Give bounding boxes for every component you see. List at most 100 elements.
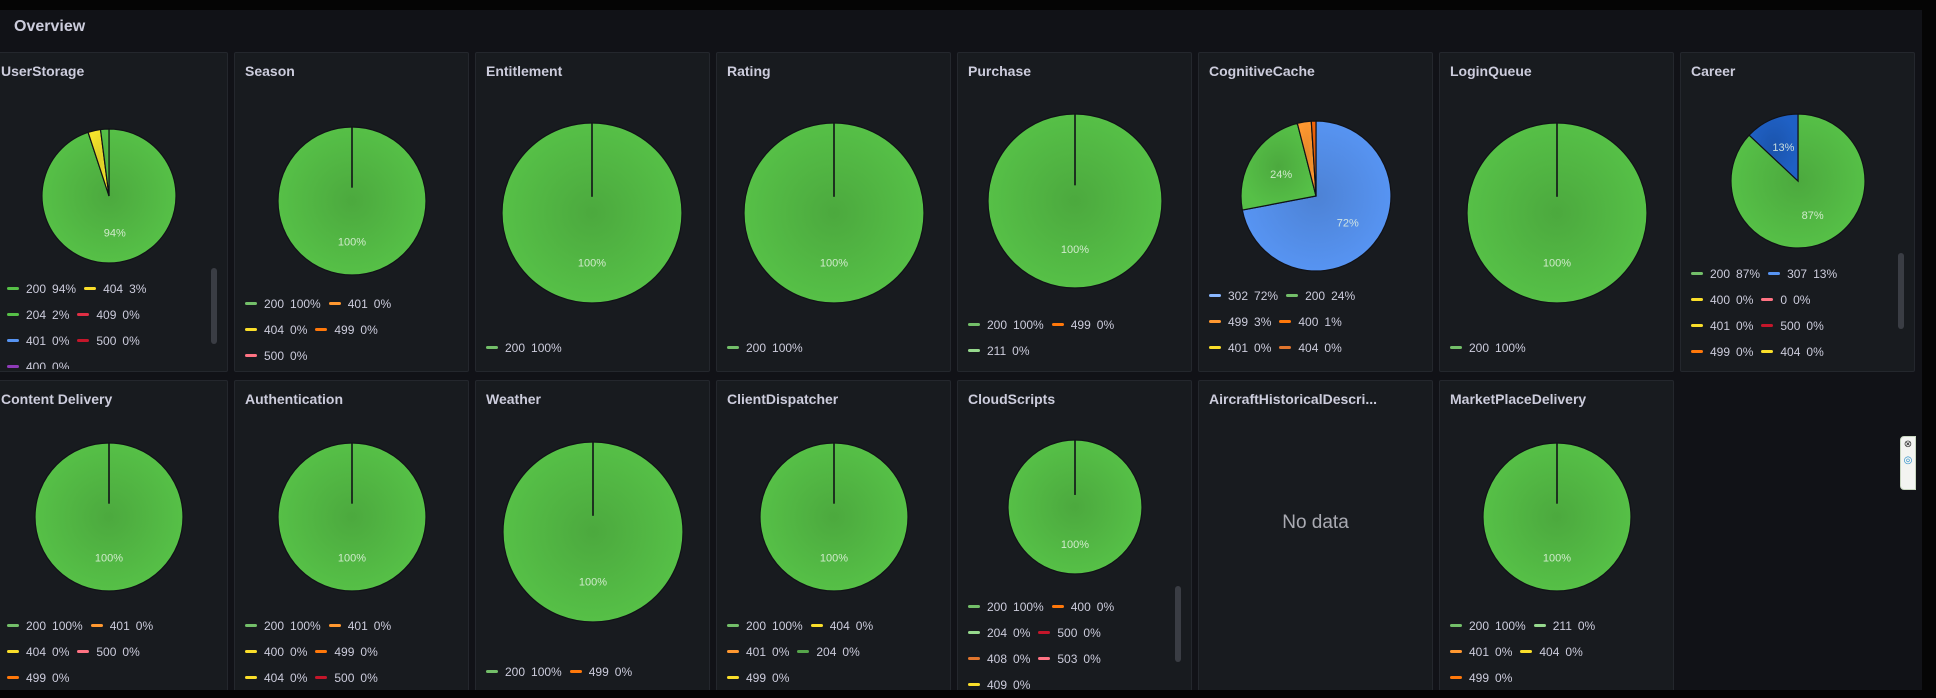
- legend-scrollbar[interactable]: [1898, 253, 1904, 329]
- pie-slice-200[interactable]: [1240, 122, 1317, 211]
- panel-loginqueue[interactable]: LoginQueue 100% 200 100%: [1439, 52, 1674, 372]
- close-icon[interactable]: ⊗: [1903, 439, 1913, 450]
- legend-item-409[interactable]: 409 0%: [77, 302, 140, 328]
- panel-title[interactable]: Purchase: [968, 63, 1032, 79]
- legend-item-401[interactable]: 401 0%: [90, 613, 153, 639]
- legend-item-404[interactable]: 404 0%: [1279, 335, 1342, 361]
- pie-chart[interactable]: 100%: [1440, 53, 1673, 371]
- panel-title[interactable]: Entitlement: [486, 63, 563, 79]
- legend-item-401[interactable]: 401 0%: [1450, 639, 1512, 665]
- legend-item-401[interactable]: 401 0%: [727, 639, 789, 665]
- panel-weather[interactable]: Weather 100% 200 100% 499 0%: [475, 380, 710, 690]
- pie-chart[interactable]: 72% 24%: [1199, 53, 1432, 371]
- legend-item-400[interactable]: 400 1%: [1279, 309, 1342, 335]
- row-title-overview[interactable]: Overview: [14, 18, 86, 35]
- panel-season[interactable]: Season 100% 200 100% 401 0% 404 0% 499 0% 500 0%: [234, 52, 469, 372]
- legend-item-500[interactable]: 500 0%: [1038, 620, 1101, 646]
- legend-item-404[interactable]: 404 0%: [7, 639, 69, 665]
- pie-chart[interactable]: 100%: [476, 381, 709, 690]
- pie-slice-302[interactable]: [1241, 120, 1392, 272]
- legend-item-200[interactable]: 200 100%: [727, 335, 803, 361]
- legend-item-200[interactable]: 200 100%: [968, 594, 1044, 620]
- legend-item-408[interactable]: 408 0%: [968, 646, 1030, 672]
- legend-item-200[interactable]: 200 100%: [727, 613, 803, 639]
- panel-clientdispatcher[interactable]: ClientDispatcher 100% 200 100% 404 0% 401 0% 204…: [716, 380, 951, 690]
- panel-title[interactable]: CognitiveCache: [1209, 63, 1315, 79]
- legend-item-200[interactable]: 200 87%: [1691, 261, 1760, 287]
- panel-rating[interactable]: Rating 100% 200 100%: [716, 52, 951, 372]
- legend-item-400[interactable]: 400 0%: [245, 639, 307, 665]
- legend-item-404[interactable]: 404 0%: [1761, 339, 1824, 365]
- legend-item-401[interactable]: 401 0%: [328, 613, 391, 639]
- pie-slice-204[interactable]: [99, 128, 110, 197]
- panel-title[interactable]: UserStorage: [1, 63, 85, 79]
- panel-title[interactable]: Weather: [486, 391, 541, 407]
- legend-item-499[interactable]: 499 0%: [569, 659, 632, 685]
- legend-item-200[interactable]: 200 100%: [7, 613, 83, 639]
- panel-title[interactable]: Content Delivery: [1, 391, 113, 407]
- pie-slice-307[interactable]: [1748, 113, 1799, 183]
- legend-item-200[interactable]: 200 100%: [1450, 335, 1526, 361]
- legend-item-499[interactable]: 499 3%: [1209, 309, 1271, 335]
- panel-career[interactable]: Career 87% 13% 200 87% 307 13% 400 0% 0 0% 401 0% 500…: [1680, 52, 1915, 372]
- panel-title[interactable]: MarketPlaceDelivery: [1450, 391, 1587, 407]
- panel-cognitivecache[interactable]: CognitiveCache 72% 24% 302 72% 200 24% 499 3% 400…: [1198, 52, 1433, 372]
- legend-item-499[interactable]: 499 0%: [315, 317, 378, 343]
- legend-item-211[interactable]: 211 0%: [968, 338, 1029, 364]
- pie-chart[interactable]: 100%: [1440, 381, 1673, 690]
- legend-item-302[interactable]: 302 72%: [1209, 283, 1278, 309]
- pie-chart[interactable]: 100%: [0, 381, 227, 690]
- legend-item-204[interactable]: 204 0%: [968, 620, 1030, 646]
- legend-item-500[interactable]: 500 0%: [1761, 313, 1824, 339]
- legend-item-204[interactable]: 204 0%: [797, 639, 860, 665]
- panel-title[interactable]: Rating: [727, 63, 771, 79]
- legend-item-404[interactable]: 404 0%: [810, 613, 873, 639]
- legend-item-409[interactable]: 409 0%: [968, 672, 1030, 689]
- legend-item-401[interactable]: 401 0%: [1209, 335, 1271, 361]
- legend-item-499[interactable]: 499 0%: [7, 665, 69, 689]
- panel-title[interactable]: Season: [245, 63, 295, 79]
- legend-scrollbar[interactable]: [211, 268, 217, 344]
- legend-item-503[interactable]: 503 0%: [1038, 646, 1101, 672]
- legend-item-200[interactable]: 200 100%: [1450, 613, 1526, 639]
- legend-item-200[interactable]: 200 100%: [968, 312, 1044, 338]
- widget-icon[interactable]: ◎: [1903, 455, 1913, 466]
- panel-title[interactable]: AircraftHistoricalDescri...: [1209, 391, 1378, 407]
- legend-item-404[interactable]: 404 3%: [84, 276, 146, 302]
- legend-item-200[interactable]: 200 100%: [245, 613, 321, 639]
- panel-cloudscripts[interactable]: CloudScripts 100% 200 100% 400 0% 204 0% 500 0% 40…: [957, 380, 1192, 690]
- panel-entitlement[interactable]: Entitlement 100% 200 100%: [475, 52, 710, 372]
- legend-item-404[interactable]: 404 0%: [1520, 639, 1583, 665]
- legend-scrollbar[interactable]: [1175, 586, 1181, 662]
- legend-item-400[interactable]: 400 0%: [1691, 287, 1753, 313]
- legend-item-200[interactable]: 200 100%: [245, 291, 321, 317]
- legend-item-200[interactable]: 200 24%: [1286, 283, 1355, 309]
- legend-item-400[interactable]: 400 0%: [7, 354, 69, 369]
- legend-item-500[interactable]: 500 0%: [315, 665, 378, 689]
- pie-chart[interactable]: 100%: [235, 381, 468, 690]
- legend-item-0[interactable]: 0 0%: [1761, 287, 1810, 313]
- legend-item-404[interactable]: 404 0%: [245, 665, 307, 689]
- panel-title[interactable]: LoginQueue: [1450, 63, 1532, 79]
- legend-item-500[interactable]: 500 0%: [77, 328, 140, 354]
- floating-side-widget[interactable]: ⊗ ◎: [1900, 436, 1916, 490]
- pie-chart[interactable]: 87% 13%: [1681, 53, 1914, 371]
- legend-item-404[interactable]: 404 0%: [245, 317, 307, 343]
- panel-marketplacedelivery[interactable]: MarketPlaceDelivery 100% 200 100% 211 0% 401 0%…: [1439, 380, 1674, 690]
- legend-item-400[interactable]: 400 0%: [1051, 594, 1114, 620]
- pie-chart[interactable]: 100%: [958, 381, 1191, 690]
- panel-title[interactable]: CloudScripts: [968, 391, 1056, 407]
- legend-item-200[interactable]: 200 94%: [7, 276, 76, 302]
- pie-chart[interactable]: 100%: [235, 53, 468, 371]
- panel-userstorage[interactable]: UserStorage 94% 200 94% 404 3% 204 2% 409 0% 401 0%…: [0, 52, 228, 372]
- panel-authentication[interactable]: Authentication 100% 200 100% 401 0% 400 0% 499 0%…: [234, 380, 469, 690]
- pie-chart[interactable]: 100%: [717, 381, 950, 690]
- legend-item-307[interactable]: 307 13%: [1768, 261, 1837, 287]
- legend-item-500[interactable]: 500 0%: [77, 639, 140, 665]
- legend-item-499[interactable]: 499 0%: [727, 665, 789, 689]
- panel-aircrafthistoricaldescri[interactable]: AircraftHistoricalDescri... No data: [1198, 380, 1433, 690]
- legend-item-499[interactable]: 499 0%: [315, 639, 378, 665]
- legend-item-500[interactable]: 500 0%: [245, 343, 307, 369]
- legend-item-499[interactable]: 499 0%: [1691, 339, 1753, 365]
- pie-chart[interactable]: 100%: [476, 53, 709, 371]
